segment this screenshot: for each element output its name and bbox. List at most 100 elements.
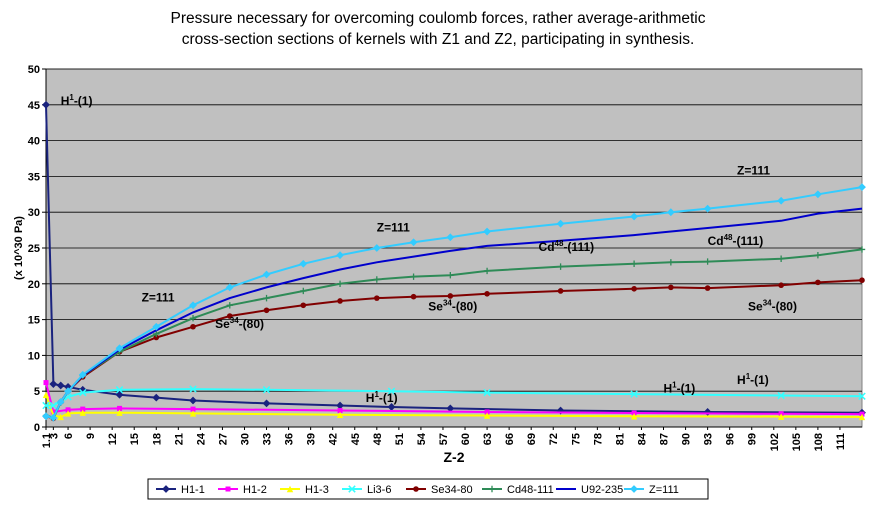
- data-point: [484, 291, 490, 297]
- data-point: [666, 208, 675, 217]
- series-z-111: [42, 183, 866, 422]
- x-tick-label: 54: [416, 432, 428, 445]
- data-point: [49, 380, 58, 388]
- legend-item-z-111: Z=111: [624, 484, 679, 496]
- annotation-label: Se34-(80): [748, 298, 797, 313]
- legend-label: H1-3: [305, 484, 329, 496]
- data-point: [858, 246, 866, 253]
- legend-item-se34-80: Se34-80: [406, 484, 473, 496]
- data-point: [814, 251, 822, 259]
- x-tick-label: 66: [504, 433, 516, 445]
- data-point: [372, 244, 381, 252]
- data-point: [777, 391, 785, 400]
- data-point: [64, 410, 72, 417]
- data-point: [49, 401, 58, 410]
- x-tick-label: 99: [747, 433, 759, 445]
- data-point: [777, 255, 785, 262]
- y-tick-label: 20: [28, 279, 40, 291]
- legend-label: Se34-80: [431, 484, 473, 496]
- x-axis-title: Z-2: [444, 449, 465, 465]
- x-tick-label: 48: [372, 433, 384, 445]
- data-point: [80, 406, 86, 412]
- x-tick-label: 81: [614, 433, 626, 445]
- data-point: [42, 100, 50, 109]
- x-tick-label: 36: [284, 433, 296, 445]
- y-tick-label: 30: [28, 207, 40, 219]
- y-tick-label: 15: [28, 315, 40, 327]
- data-point: [262, 386, 271, 394]
- data-point: [225, 283, 234, 292]
- x-tick-label: 24: [195, 432, 207, 445]
- data-point: [115, 390, 124, 399]
- y-tick-label: 35: [28, 171, 40, 183]
- data-point: [189, 301, 197, 310]
- data-point: [189, 410, 197, 417]
- x-tick-label: 21: [173, 433, 185, 445]
- x-tick-label: 105: [791, 433, 803, 451]
- x-tick-label: 45: [350, 433, 362, 445]
- legend-marker: [488, 485, 496, 493]
- data-point: [858, 392, 866, 400]
- data-point: [152, 322, 161, 331]
- x-tick-label: 51: [394, 433, 406, 445]
- y-tick-label: 10: [28, 350, 40, 362]
- data-point: [374, 295, 380, 301]
- legend-item-h1-1: H1-1: [156, 484, 205, 496]
- data-point: [410, 273, 417, 280]
- legend-item-h1-2: H1-2: [218, 484, 267, 496]
- y-tick-label: 50: [28, 64, 40, 76]
- x-tick-label: 69: [526, 433, 538, 445]
- y-tick-label: 0: [34, 422, 40, 434]
- data-point: [43, 380, 49, 386]
- data-point: [409, 238, 418, 247]
- x-tick-label: 63: [482, 433, 494, 445]
- data-point: [115, 386, 124, 394]
- data-point: [42, 391, 50, 398]
- data-point: [263, 294, 270, 302]
- annotation-label: Se34-(80): [428, 298, 477, 313]
- data-point: [336, 411, 344, 419]
- data-point: [300, 287, 307, 295]
- data-point: [631, 410, 637, 416]
- x-tick-label: 111: [835, 433, 847, 450]
- x-tick-label: 15: [129, 433, 141, 445]
- data-point: [336, 280, 344, 287]
- data-point: [42, 401, 50, 410]
- x-tick-label: 93: [703, 433, 715, 445]
- data-point: [153, 330, 160, 338]
- data-point: [484, 409, 490, 415]
- data-point: [631, 286, 637, 292]
- x-tick-label: 57: [438, 433, 450, 445]
- annotation-label: H1-(1): [664, 381, 696, 396]
- data-point: [777, 413, 785, 420]
- data-point: [777, 196, 786, 205]
- x-tick-label: 39: [306, 433, 318, 445]
- data-point: [117, 405, 123, 411]
- chart-title-line1: Pressure necessary for overcoming coulom…: [170, 10, 706, 27]
- data-point: [262, 399, 271, 408]
- data-point: [190, 323, 196, 330]
- legend-label: H1-1: [181, 484, 205, 496]
- data-point: [78, 370, 87, 379]
- data-point: [263, 307, 270, 314]
- data-point: [630, 413, 638, 420]
- data-point: [336, 251, 344, 260]
- x-tick-label: 1.1: [41, 433, 53, 448]
- annotation-label: H1-(1): [366, 390, 398, 405]
- legend-label: Li3-6: [367, 484, 391, 496]
- data-point: [704, 285, 711, 291]
- data-point: [667, 259, 675, 266]
- data-point: [410, 293, 417, 300]
- data-point: [226, 313, 233, 319]
- annotation-label: Cd48-(111): [708, 233, 764, 248]
- x-tick-label: 87: [659, 433, 671, 445]
- chart-title-line2: cross-section sections of kernels with Z…: [181, 31, 695, 48]
- data-point: [42, 412, 50, 421]
- data-point: [49, 413, 58, 422]
- y-tick-label: 5: [34, 386, 40, 398]
- x-tick-label: 72: [548, 433, 560, 445]
- data-point: [630, 260, 638, 267]
- x-tick-label: 90: [681, 433, 693, 445]
- x-tick-label: 42: [328, 433, 340, 445]
- data-point: [115, 344, 124, 353]
